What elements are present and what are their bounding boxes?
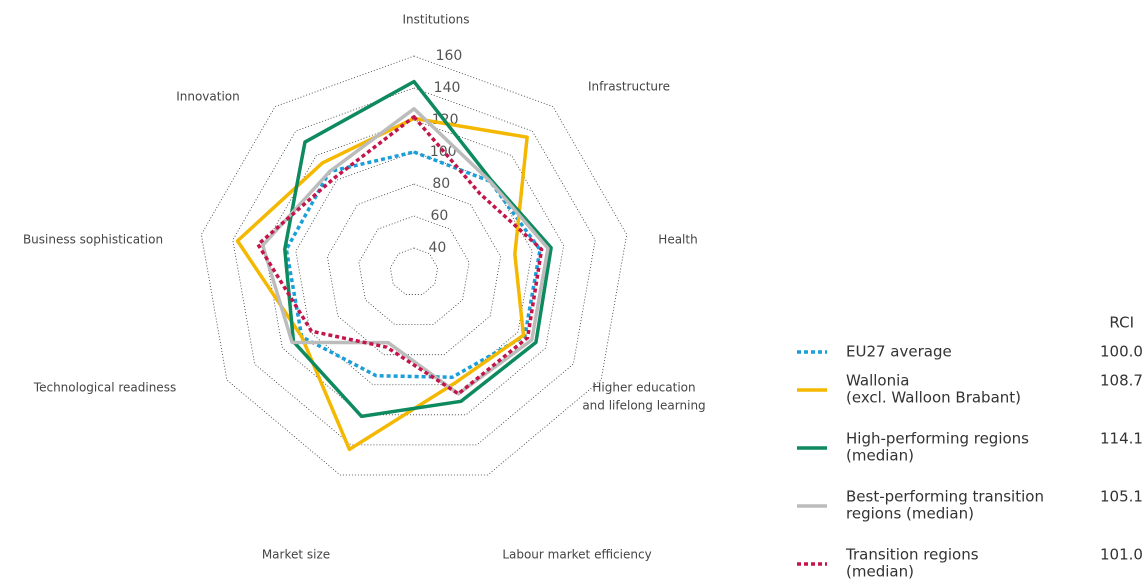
grid-ring xyxy=(358,215,470,326)
legend-value: 101.0 xyxy=(1100,546,1143,564)
legend-label: Wallonia xyxy=(846,372,909,390)
series-line xyxy=(260,107,550,396)
legend-value: 108.7 xyxy=(1100,372,1143,390)
ring-label: 160 xyxy=(436,48,463,64)
series-line xyxy=(235,116,529,452)
legend-label: Transition regions xyxy=(845,546,979,564)
legend-label: (median) xyxy=(846,563,914,581)
legend-label: (median) xyxy=(846,447,914,465)
legend-label: regions (median) xyxy=(846,505,974,523)
category-label: Market size xyxy=(262,548,330,562)
legend-label: (excl. Walloon Brabant) xyxy=(846,389,1021,407)
legend-header: RCI xyxy=(1109,314,1134,332)
ring-label: 60 xyxy=(430,208,448,224)
legend-value: 100.0 xyxy=(1100,343,1143,361)
series-line xyxy=(284,150,542,379)
grid-ring xyxy=(295,151,533,386)
category-label: Institutions xyxy=(403,13,470,27)
category-label: Business sophistication xyxy=(23,233,163,247)
series-line xyxy=(256,115,544,396)
category-label: Technological readiness xyxy=(33,381,176,395)
ring-label: 80 xyxy=(432,176,450,192)
ring-label: 40 xyxy=(429,240,447,256)
series-line xyxy=(283,79,553,419)
category-label: Infrastructure xyxy=(588,80,670,94)
legend-label: EU27 average xyxy=(846,343,952,361)
grid-ring xyxy=(263,119,565,416)
legend-label: Best-performing transition xyxy=(846,488,1044,506)
category-label: Labour market efficiency xyxy=(502,548,651,562)
category-label: Innovation xyxy=(176,90,240,104)
category-label: and lifelong learning xyxy=(582,399,705,413)
legend-value: 105.1 xyxy=(1100,488,1143,506)
grid-ring xyxy=(326,183,502,356)
ring-label: 140 xyxy=(434,80,461,96)
legend-value: 114.1 xyxy=(1100,430,1143,448)
grid-ring xyxy=(389,247,439,295)
category-label: Health xyxy=(658,233,697,247)
category-label: Higher education xyxy=(592,381,695,395)
legend-label: High-performing regions xyxy=(846,430,1029,448)
